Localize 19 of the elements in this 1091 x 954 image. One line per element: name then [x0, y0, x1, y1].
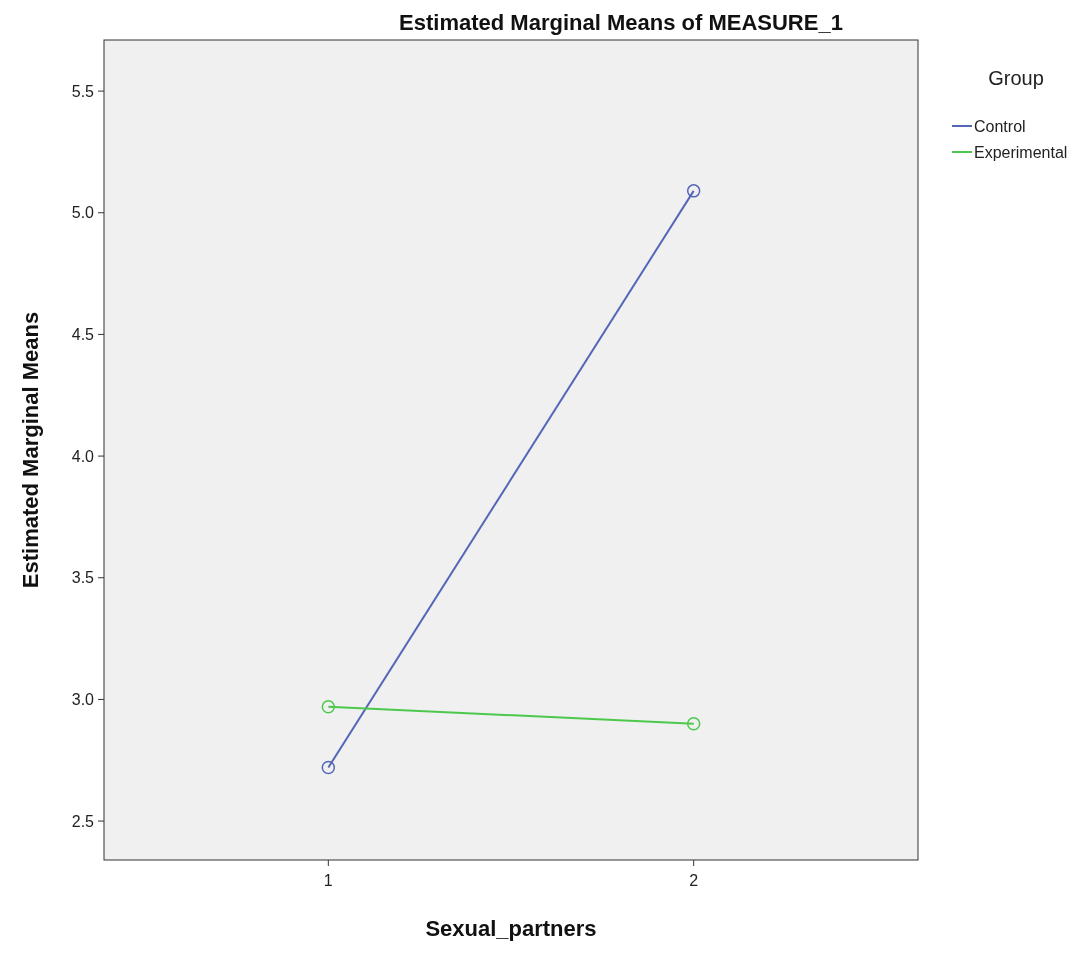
x-tick-label: 1	[323, 872, 333, 889]
y-tick-label: 3.0	[71, 691, 95, 709]
legend-title: Group	[988, 67, 1044, 89]
legend-label: Control	[974, 117, 1026, 135]
y-tick-label: 2.5	[71, 812, 95, 830]
y-tick-label: 4.0	[71, 447, 95, 465]
y-tick-label: 5.5	[71, 82, 95, 100]
x-tick-label: 2	[689, 872, 699, 889]
x-axis-title: Sexual_partners	[425, 916, 597, 941]
point	[321, 699, 336, 714]
point	[321, 760, 336, 775]
point	[686, 716, 701, 731]
chart-title: Estimated Marginal Means of MEASURE_1	[399, 10, 843, 35]
y-tick-label: 3.5	[71, 569, 95, 587]
y-axis-title: Estimated Marginal Means	[18, 311, 43, 589]
y-tick-label: 4.5	[71, 326, 95, 344]
y-tick-label: 5.0	[71, 204, 95, 222]
point	[686, 184, 701, 198]
legend-label: Experimental	[974, 143, 1068, 161]
